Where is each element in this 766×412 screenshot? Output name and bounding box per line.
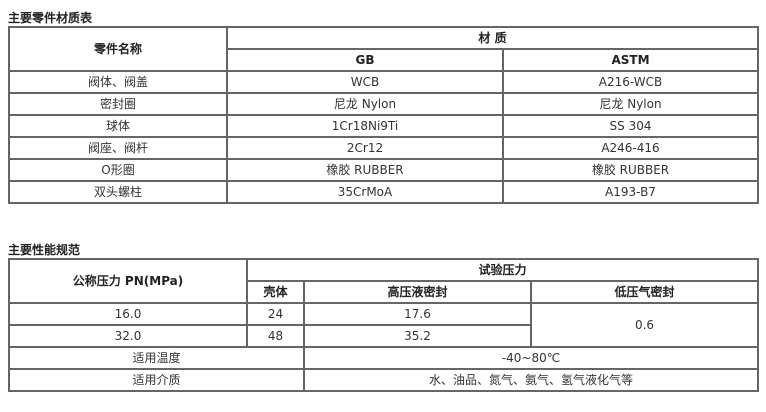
temperature-label: 适用温度 [8,346,305,370]
medium-label: 适用介质 [8,368,305,392]
table-row: 适用介质 水、油品、氮气、氨气、氢气液化气等 [8,368,759,392]
header-shell: 壳体 [246,280,305,304]
table-row: 16.0 24 17.6 0.6 [8,302,759,348]
hp-cell: 17.6 [303,302,532,326]
performance-title: 主要性能规范 [8,243,81,257]
header-astm: ASTM [502,48,759,72]
table-row: 球体 1Cr18Ni9Ti SS 304 [8,114,759,138]
materials-table: 零件名称 材 质 GB ASTM 阀体、阀盖 WCB A216-WCB 密封圈 尼龙 N… [8,26,759,204]
temperature-value: -40~80℃ [303,346,759,370]
gb-cell: 35CrMoA [226,180,504,204]
part-cell: 阀座、阀杆 [8,136,228,160]
table-row: O形圈 橡胶 RUBBER 橡胶 RUBBER [8,158,759,182]
gb-cell: 2Cr12 [226,136,504,160]
gb-cell: WCB [226,70,504,94]
gb-cell: 橡胶 RUBBER [226,158,504,182]
part-cell: 密封圈 [8,92,228,116]
part-cell: 球体 [8,114,228,138]
pn-cell: 32.0 [8,324,248,348]
table-row: 阀体、阀盖 WCB A216-WCB [8,70,759,94]
header-nominal-pressure: 公称压力 PN(MPa) [8,258,248,304]
performance-table: 公称压力 PN(MPa) 试验压力 壳体 高压液密封 低压气密封 16.0 24… [8,258,759,392]
hp-cell: 35.2 [303,324,532,348]
shell-cell: 48 [246,324,305,348]
table-row: 双头螺柱 35CrMoA A193-B7 [8,180,759,204]
part-cell: 双头螺柱 [8,180,228,204]
header-material: 材 质 [226,26,759,50]
header-lp-gas-seal: 低压气密封 [530,280,759,304]
medium-value: 水、油品、氮气、氨气、氢气液化气等 [303,368,759,392]
astm-cell: 尼龙 Nylon [502,92,759,116]
header-part-name: 零件名称 [8,26,228,72]
astm-cell: A193-B7 [502,180,759,204]
header-hp-liquid-seal: 高压液密封 [303,280,532,304]
gb-cell: 尼龙 Nylon [226,92,504,116]
table-row: 32.0 48 35.2 [8,324,758,348]
shell-cell: 24 [246,302,305,326]
astm-cell: SS 304 [502,114,759,138]
part-cell: 阀体、阀盖 [8,70,228,94]
materials-title: 主要零件材质表 [8,11,93,25]
pn-cell: 16.0 [8,302,248,326]
astm-cell: A246-416 [502,136,759,160]
table-row: 适用温度 -40~80℃ [8,346,759,370]
table-row: 密封圈 尼龙 Nylon 尼龙 Nylon [8,92,759,116]
header-gb: GB [226,48,504,72]
part-cell: O形圈 [8,158,228,182]
table-row: 阀座、阀杆 2Cr12 A246-416 [8,136,759,160]
gb-cell: 1Cr18Ni9Ti [226,114,504,138]
astm-cell: 橡胶 RUBBER [502,158,759,182]
lp-gas-seal-cell: 0.6 [530,302,759,348]
header-test-pressure: 试验压力 [246,258,759,282]
astm-cell: A216-WCB [502,70,759,94]
